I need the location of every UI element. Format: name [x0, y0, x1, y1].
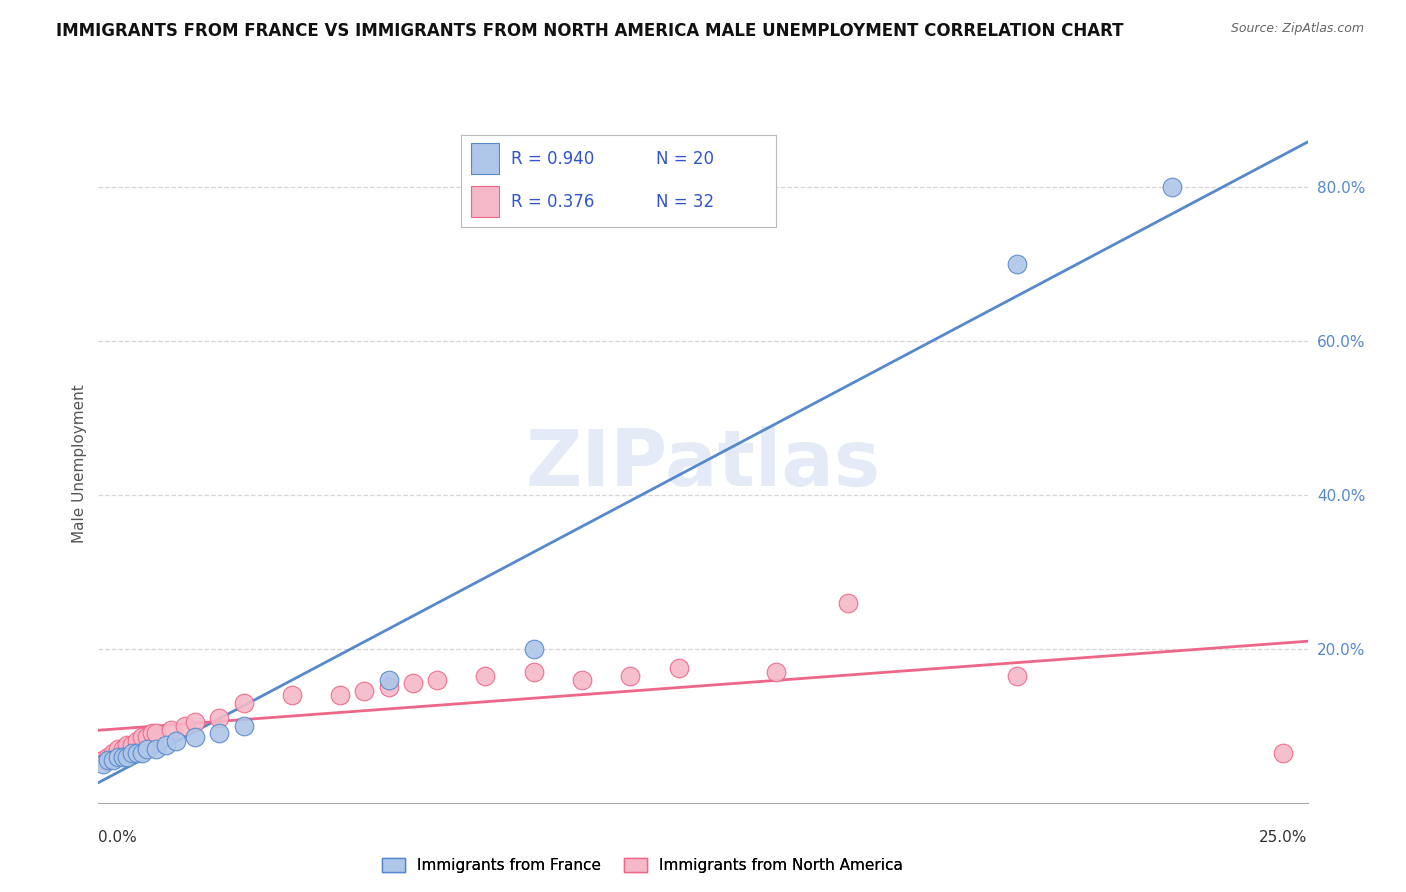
- Point: [1161, 179, 1184, 194]
- Point: [101, 753, 124, 767]
- Point: [127, 746, 149, 760]
- Point: [1007, 256, 1029, 270]
- Point: [765, 665, 787, 679]
- Point: [402, 676, 425, 690]
- Point: [141, 726, 163, 740]
- Point: [668, 661, 690, 675]
- Point: [121, 738, 143, 752]
- Point: [165, 734, 187, 748]
- Point: [121, 746, 143, 760]
- Point: [131, 746, 153, 760]
- Point: [281, 688, 304, 702]
- Point: [145, 742, 167, 756]
- Point: [135, 742, 157, 756]
- Point: [91, 753, 114, 767]
- Point: [91, 757, 114, 772]
- Point: [1007, 669, 1029, 683]
- Point: [619, 669, 641, 683]
- Point: [184, 731, 207, 745]
- Point: [329, 688, 352, 702]
- Point: [117, 738, 139, 752]
- Point: [135, 731, 157, 745]
- Point: [184, 714, 207, 729]
- Point: [353, 684, 375, 698]
- Point: [111, 742, 134, 756]
- Text: 25.0%: 25.0%: [1260, 830, 1308, 845]
- Point: [232, 719, 254, 733]
- Point: [232, 696, 254, 710]
- Point: [117, 749, 139, 764]
- Point: [377, 680, 399, 694]
- Point: [155, 738, 177, 752]
- Text: ZIPatlas: ZIPatlas: [526, 425, 880, 502]
- Point: [208, 726, 231, 740]
- Point: [208, 711, 231, 725]
- Text: Source: ZipAtlas.com: Source: ZipAtlas.com: [1230, 22, 1364, 36]
- Point: [145, 726, 167, 740]
- Point: [107, 742, 129, 756]
- Point: [523, 641, 546, 656]
- Point: [837, 595, 859, 609]
- Point: [131, 731, 153, 745]
- Point: [97, 753, 120, 767]
- Point: [107, 749, 129, 764]
- Y-axis label: Male Unemployment: Male Unemployment: [72, 384, 87, 543]
- Point: [111, 749, 134, 764]
- Text: 0.0%: 0.0%: [98, 830, 138, 845]
- Point: [426, 673, 449, 687]
- Point: [160, 723, 183, 737]
- Point: [1272, 746, 1295, 760]
- Point: [101, 746, 124, 760]
- Point: [97, 749, 120, 764]
- Point: [127, 734, 149, 748]
- Point: [523, 665, 546, 679]
- Point: [377, 673, 399, 687]
- Point: [474, 669, 496, 683]
- Text: IMMIGRANTS FROM FRANCE VS IMMIGRANTS FROM NORTH AMERICA MALE UNEMPLOYMENT CORREL: IMMIGRANTS FROM FRANCE VS IMMIGRANTS FRO…: [56, 22, 1123, 40]
- Point: [174, 719, 197, 733]
- Point: [571, 673, 593, 687]
- Legend: Immigrants from France, Immigrants from North America: Immigrants from France, Immigrants from …: [382, 858, 903, 873]
